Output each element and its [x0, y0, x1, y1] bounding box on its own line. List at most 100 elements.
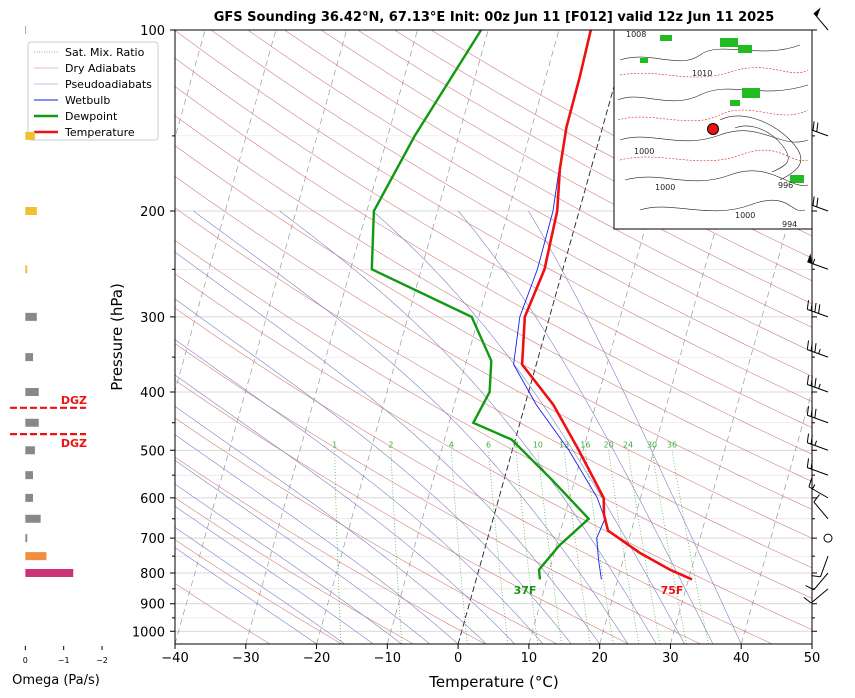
- pseudoadiabat-line: [175, 459, 430, 644]
- barb-full: [812, 121, 815, 131]
- barb-full: [806, 433, 810, 443]
- pseudoadiabat-line: [193, 210, 629, 644]
- dry-adiabat-line: [175, 175, 812, 539]
- pseudoadiabat-line: [279, 210, 657, 644]
- dry-adiabat-line: [175, 239, 812, 599]
- barb-full: [810, 434, 813, 445]
- barb-full: [814, 302, 817, 313]
- barb-staff: [813, 501, 829, 520]
- dry-adiabat-line: [175, 145, 812, 510]
- omega-bar: [25, 418, 39, 427]
- barb-full: [806, 340, 810, 350]
- pseudoadiabat-line: [458, 210, 714, 644]
- dry-adiabat-line: [175, 379, 629, 644]
- inset-map-labels: 1008 1010 1000 1000 996 1000 994: [626, 30, 797, 229]
- wind-barb: [813, 7, 829, 31]
- legend-label-mixing-ratio: Sat. Mix. Ratio: [65, 46, 145, 59]
- pseudoadiabat-line: [175, 547, 317, 644]
- pseudoadiabat-line: [175, 251, 600, 644]
- wind-barb: [808, 477, 829, 499]
- calm-circle: [823, 533, 833, 543]
- wind-barb: [803, 588, 829, 604]
- mixing-ratio-line: [515, 450, 539, 644]
- barb-full: [812, 196, 815, 206]
- y-tick-label: 700: [140, 532, 165, 547]
- omega-tick-label: 0: [23, 656, 28, 665]
- barb-pennant: [813, 7, 821, 17]
- barb-full: [814, 343, 817, 353]
- barb-half: [811, 484, 816, 490]
- barb-staff: [807, 308, 829, 318]
- mixing-ratio-line: [537, 450, 562, 644]
- dry-adiabat-line: [175, 57, 812, 428]
- legend-label-pseudoadiabats: Pseudoadiabats: [65, 78, 152, 91]
- wind-barb: [806, 375, 829, 393]
- x-tick-label: −30: [232, 651, 259, 666]
- background-lines: 1 2 4 6 8 10 13 16 20 24 30 36: [175, 30, 812, 644]
- barb-full: [806, 300, 810, 310]
- mixing-ratio-line: [584, 450, 614, 644]
- x-tick-label: 30: [662, 651, 679, 666]
- isotherm-line: [316, 30, 489, 644]
- omega-x-ticks: 0 −1 −2: [23, 646, 108, 665]
- barb-full: [814, 408, 817, 419]
- mixing-ratio-label: 4: [449, 440, 454, 449]
- isotherm-line: [175, 30, 206, 139]
- mixing-ratio-line: [651, 450, 687, 644]
- chart-title: GFS Sounding 36.42°N, 67.13°E Init: 00z …: [214, 10, 775, 25]
- barb-pennant: [807, 253, 813, 264]
- x-tick-label: −40: [161, 651, 188, 666]
- barb-full: [810, 341, 813, 352]
- barb-full: [808, 477, 813, 488]
- omega-bar: [25, 493, 33, 502]
- wind-barb: [823, 533, 833, 543]
- inset-map-contours: [617, 44, 809, 212]
- pseudoadiabat-line: [175, 298, 572, 644]
- omega-axis-label: Omega (Pa/s): [12, 673, 100, 688]
- isotherm-line: [175, 30, 347, 644]
- y-tick-label: 100: [140, 24, 165, 39]
- inset-map-precip: [640, 35, 804, 183]
- wetbulb-line: [513, 30, 606, 580]
- skewt-plot: 1 2 4 6 8 10 13 16 20 24 30 36 −40 −30 −20 −10 0 10 20 30 4…: [108, 24, 820, 691]
- inset-contour-label: 1000: [735, 211, 755, 220]
- omega-bar: [25, 552, 47, 561]
- dry-adiabat-line: [175, 207, 812, 569]
- barb-staff: [813, 572, 829, 591]
- dewpoint-line: [370, 30, 591, 580]
- pseudoadiabat-line: [175, 339, 544, 644]
- series-lines: [370, 30, 693, 581]
- wind-barb: [811, 555, 829, 578]
- omega-bar: [25, 26, 27, 34]
- omega-bar: [25, 387, 39, 396]
- mixing-ratio-label: 36: [667, 440, 677, 449]
- y-tick-label: 300: [140, 311, 165, 326]
- pseudoadiabat-line: [175, 505, 374, 644]
- barb-full: [810, 301, 813, 311]
- x-tick-label: 50: [804, 651, 821, 666]
- dry-adiabat-line: [175, 273, 812, 630]
- legend-label-temperature: Temperature: [64, 126, 135, 139]
- dry-adiabat-line: [175, 115, 812, 482]
- omega-bar: [25, 312, 37, 321]
- wind-barb: [806, 406, 829, 424]
- x-tick-label: 0: [454, 651, 462, 666]
- x-ticks: −40 −30 −20 −10 0 10 20 30 40 50: [161, 644, 820, 666]
- dry-adiabat-line: [357, 30, 812, 282]
- wind-barb: [806, 433, 829, 451]
- inset-map: 1008 1010 1000 1000 996 1000 994: [613, 29, 813, 230]
- omega-bar: [25, 131, 35, 140]
- x-tick-label: −10: [374, 651, 401, 666]
- wind-barb: [807, 253, 829, 270]
- surface-temperature-label: 75F: [661, 584, 684, 597]
- barb-full: [811, 575, 821, 578]
- dry-adiabat-line: [175, 539, 342, 644]
- mixing-ratio-label: 30: [647, 440, 657, 449]
- dgz-top-label: DGZ: [61, 394, 87, 407]
- dry-adiabat-line: [175, 417, 558, 644]
- barb-staff: [807, 349, 829, 358]
- temperature-line: [520, 30, 693, 581]
- pseudoadiabat-line: [372, 210, 685, 644]
- barb-full: [810, 407, 813, 417]
- y-tick-label: 600: [140, 492, 165, 507]
